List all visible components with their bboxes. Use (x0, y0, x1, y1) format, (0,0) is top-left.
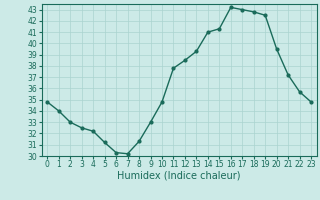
X-axis label: Humidex (Indice chaleur): Humidex (Indice chaleur) (117, 171, 241, 181)
